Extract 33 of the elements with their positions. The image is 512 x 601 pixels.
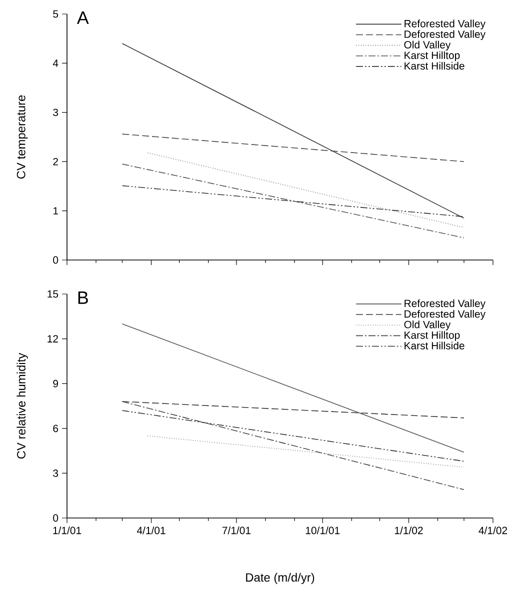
- y-tick-label: 12: [48, 335, 58, 342]
- chart-title: B: [78, 292, 88, 304]
- legend-label: Old Valley: [404, 320, 451, 330]
- y-axis-title: CV temperature: [16, 95, 28, 179]
- x-tick-label: 10/1/01: [306, 526, 340, 534]
- legend-label: Deforested Valley: [404, 30, 486, 40]
- x-tick-label: 1/1/02: [394, 526, 423, 534]
- y-tick-label: 2: [53, 158, 58, 166]
- x-tick-label: 7/1/01: [222, 526, 250, 534]
- legend-label: Reforested Valley: [404, 299, 486, 310]
- y-tick-label: 0: [53, 256, 58, 264]
- chart-title: A: [76, 12, 89, 24]
- y-tick-label: 9: [53, 380, 58, 388]
- y-tick-label: 6: [53, 424, 58, 432]
- y-axis-title: CV relative humidity: [16, 352, 28, 459]
- legend-label: Old Valley: [404, 40, 451, 51]
- y-tick-label: 1: [53, 207, 58, 214]
- y-tick-label: 4: [52, 60, 58, 67]
- legend-label: Karst Hilltop: [404, 51, 460, 62]
- y-tick-label: 0: [53, 514, 58, 522]
- legend-label: Karst Hilltop: [404, 331, 460, 341]
- y-tick-label: 5: [53, 10, 58, 18]
- x-tick-label: 1/1/01: [53, 526, 82, 534]
- x-tick-label: 4/1/01: [136, 526, 166, 534]
- legend-label: Karst Hillside: [404, 62, 464, 70]
- y-tick-label: 15: [48, 290, 58, 298]
- legend-label: Karst Hillside: [404, 342, 464, 350]
- y-tick-label: 3: [53, 108, 58, 116]
- y-tick-label: 3: [53, 470, 58, 477]
- x-tick-label: 4/1/02: [478, 526, 508, 534]
- x-axis-title: Date (m/d/yr): [246, 572, 314, 584]
- legend-label: Reforested Valley: [404, 20, 486, 30]
- legend-label: Deforested Valley: [404, 310, 486, 320]
